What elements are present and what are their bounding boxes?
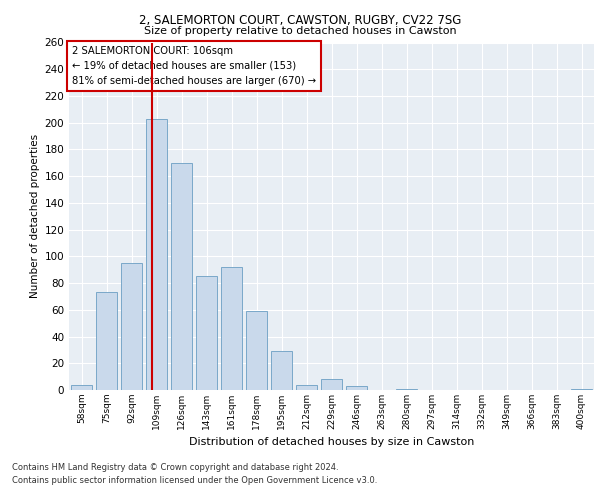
Bar [321, 380, 342, 390]
Bar [396, 388, 417, 390]
Text: Contains HM Land Registry data © Crown copyright and database right 2024.: Contains HM Land Registry data © Crown c… [12, 464, 338, 472]
Bar [571, 388, 592, 390]
Bar [296, 384, 317, 390]
Bar [246, 311, 267, 390]
Bar [271, 351, 292, 390]
Bar [71, 384, 92, 390]
Bar [196, 276, 217, 390]
Text: Size of property relative to detached houses in Cawston: Size of property relative to detached ho… [143, 26, 457, 36]
Bar [221, 267, 242, 390]
Y-axis label: Number of detached properties: Number of detached properties [30, 134, 40, 298]
Text: 2 SALEMORTON COURT: 106sqm
← 19% of detached houses are smaller (153)
81% of sem: 2 SALEMORTON COURT: 106sqm ← 19% of deta… [71, 46, 316, 86]
Text: 2, SALEMORTON COURT, CAWSTON, RUGBY, CV22 7SG: 2, SALEMORTON COURT, CAWSTON, RUGBY, CV2… [139, 14, 461, 27]
Bar [171, 163, 192, 390]
Bar [96, 292, 117, 390]
X-axis label: Distribution of detached houses by size in Cawston: Distribution of detached houses by size … [189, 438, 474, 448]
Bar [346, 386, 367, 390]
Bar [121, 263, 142, 390]
Text: Contains public sector information licensed under the Open Government Licence v3: Contains public sector information licen… [12, 476, 377, 485]
Bar [146, 118, 167, 390]
